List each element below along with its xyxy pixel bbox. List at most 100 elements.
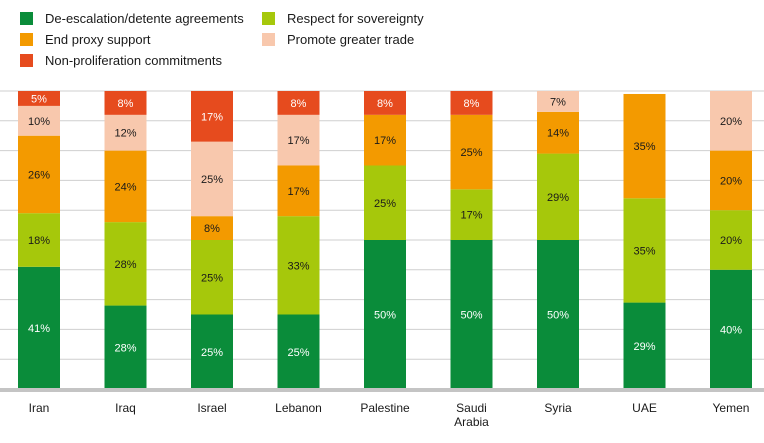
legend-item-trade: Promote greater trade <box>262 32 414 47</box>
bar-segment <box>18 91 60 106</box>
bar-segment <box>18 213 60 267</box>
bar-segment <box>710 210 752 270</box>
data-label: 12% <box>114 128 136 140</box>
data-label: 20% <box>720 116 742 128</box>
data-label: 17% <box>374 135 396 147</box>
data-label: 17% <box>287 135 309 147</box>
data-label: 35% <box>633 245 655 257</box>
legend-item-end-proxy: End proxy support <box>20 32 151 47</box>
data-label: 50% <box>374 310 396 322</box>
bar-segment <box>277 314 320 389</box>
bar-segment <box>364 240 406 389</box>
data-label: 25% <box>201 272 223 284</box>
bar-segment <box>104 91 147 115</box>
bar-segment <box>537 240 579 389</box>
bar-segment <box>191 91 233 142</box>
bar-segment <box>191 240 233 315</box>
bar-segment <box>18 266 60 389</box>
x-tick-label: Yemen <box>713 401 750 415</box>
legend-label: Promote greater trade <box>287 32 415 47</box>
legend-swatch <box>262 12 275 25</box>
data-label: 25% <box>201 174 223 186</box>
x-tick-label: Saudi Arabia <box>454 401 489 429</box>
legend-swatch <box>20 12 33 25</box>
bar-segment <box>450 189 493 240</box>
data-label: 29% <box>633 341 655 353</box>
data-label: 25% <box>201 347 223 359</box>
data-label: 17% <box>460 210 482 222</box>
x-tick-label: UAE <box>632 401 657 415</box>
data-label: 26% <box>28 169 50 181</box>
data-label: 8% <box>291 98 307 110</box>
data-label: 17% <box>287 186 309 198</box>
data-label: 40% <box>720 324 742 336</box>
legend-label: De-escalation/detente agreements <box>45 11 244 26</box>
data-label: 7% <box>550 96 566 108</box>
data-label: 5% <box>31 93 47 105</box>
bar-segment <box>277 216 320 315</box>
bar-segment <box>18 135 60 214</box>
x-tick-label: Israel <box>197 401 226 415</box>
bar-segment <box>364 165 406 240</box>
bar-segment <box>623 302 666 389</box>
legend-label: Respect for sovereignty <box>287 11 424 26</box>
x-tick-label: Syria <box>544 401 572 415</box>
bar-segment <box>104 150 147 223</box>
data-label: 8% <box>464 98 480 110</box>
bar-segment <box>191 141 233 217</box>
bar-segment <box>18 105 60 136</box>
bar-segment <box>537 91 579 112</box>
data-label: 14% <box>547 128 569 140</box>
bar-segment <box>277 114 320 166</box>
data-label: 25% <box>287 347 309 359</box>
bar-segment <box>277 91 320 115</box>
data-label: 41% <box>28 323 50 335</box>
bar-segment <box>191 216 233 240</box>
bar-segment <box>710 269 752 389</box>
data-label: 10% <box>28 116 50 128</box>
x-tick-label: Palestine <box>360 401 410 415</box>
legend-item-sovereignty: Respect for sovereignty <box>262 11 424 26</box>
data-label: 28% <box>114 259 136 271</box>
data-label: 25% <box>460 147 482 159</box>
data-label: 24% <box>114 181 136 193</box>
x-tick-label: Lebanon <box>275 401 322 415</box>
data-label: 8% <box>204 223 220 235</box>
bar-segment <box>623 198 666 303</box>
bar-segment <box>191 314 233 389</box>
bar-segment <box>364 91 406 115</box>
legend-item-deescalation: De-escalation/detente agreements <box>20 11 244 26</box>
data-label: 29% <box>547 192 569 204</box>
bar-segment <box>450 240 493 389</box>
data-label: 35% <box>633 141 655 153</box>
bar-segment <box>104 114 147 151</box>
data-label: 8% <box>377 98 393 110</box>
data-label: 50% <box>547 310 569 322</box>
data-label: 20% <box>720 175 742 187</box>
data-label: 50% <box>460 310 482 322</box>
bar-segment <box>537 153 579 240</box>
data-label: 18% <box>28 235 50 247</box>
data-label: 17% <box>201 111 223 123</box>
chart-legend: De-escalation/detente agreements End pro… <box>0 0 764 80</box>
bar-segment <box>450 114 493 190</box>
x-tick-label: Iran <box>29 401 50 415</box>
data-label: 28% <box>114 342 136 354</box>
bar-segment <box>277 165 320 217</box>
data-label: 8% <box>118 98 134 110</box>
legend-label: Non-proliferation commitments <box>45 53 223 68</box>
bar-segment <box>710 91 752 151</box>
data-label: 25% <box>374 198 396 210</box>
bar-segment <box>623 93 666 199</box>
bar-segment <box>104 222 147 306</box>
bar-segment <box>450 91 493 115</box>
x-axis-baseline <box>0 388 764 392</box>
legend-item-nonproliferation: Non-proliferation commitments <box>20 53 222 68</box>
legend-label: End proxy support <box>45 32 151 47</box>
legend-swatch <box>20 54 33 67</box>
bar-segment <box>364 114 406 166</box>
x-tick-label: Iraq <box>115 401 136 415</box>
legend-swatch <box>262 33 275 46</box>
bar-segment <box>537 111 579 154</box>
